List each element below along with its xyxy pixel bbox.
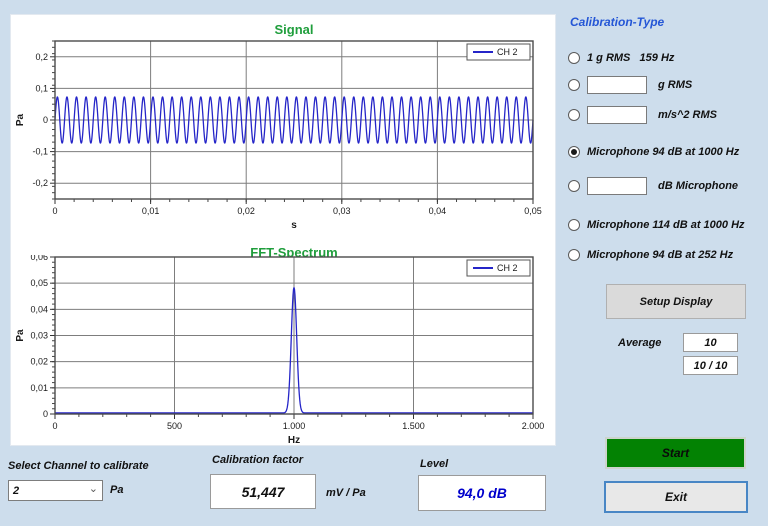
calibration-value-input[interactable]	[587, 106, 647, 124]
svg-text:0,05: 0,05	[30, 278, 48, 288]
svg-text:0: 0	[43, 115, 48, 125]
calibration-option-label: g RMS	[658, 79, 693, 91]
average-value-input[interactable]: 10	[683, 333, 738, 352]
chevron-down-icon: ⌄	[88, 483, 98, 495]
average-label: Average	[618, 337, 662, 349]
radio-unselected-icon[interactable]	[568, 109, 580, 121]
average-progress-display: 10 / 10	[683, 356, 738, 375]
calibration-option-3[interactable]: m/s^2 RMS	[568, 104, 717, 126]
radio-unselected-icon[interactable]	[568, 219, 580, 231]
exit-button[interactable]: Exit	[604, 481, 748, 513]
channel-selected-value: 2	[13, 484, 20, 497]
setup-display-button-label: Setup Display	[639, 295, 713, 308]
calibration-option-1[interactable]: 1 g RMS 159 Hz	[568, 47, 674, 69]
calibration-options-group: 1 g RMS 159 Hz g RMS m/s^2 RMS Microphone 9…	[568, 0, 768, 526]
radio-unselected-icon[interactable]	[568, 79, 580, 91]
svg-text:0,02: 0,02	[237, 206, 255, 216]
calibration-option-label: Microphone 94 dB at 1000 Hz	[587, 146, 740, 158]
fft-spectrum-chart-title: FFT-Spectrum	[250, 245, 338, 260]
calibration-option-4[interactable]: Microphone 94 dB at 1000 Hz	[568, 141, 739, 163]
svg-text:0,1: 0,1	[35, 83, 48, 93]
level-display: 94,0 dB	[418, 475, 546, 511]
setup-display-button[interactable]: Setup Display	[606, 284, 746, 319]
start-button-label: Start	[661, 446, 690, 460]
svg-text:0,01: 0,01	[142, 206, 160, 216]
fft-spectrum-chart: 0 500 1.000 1.500 2.000 0,06 0,05 0,04 0,03 0,02 0…	[15, 255, 545, 446]
channel-unit-label: Pa	[110, 484, 124, 496]
calibration-factor-label: Calibration factor	[212, 454, 304, 466]
svg-text:Pa: Pa	[15, 329, 26, 342]
svg-text:0,05: 0,05	[524, 206, 542, 216]
svg-text:0,06: 0,06	[30, 255, 48, 262]
svg-text:0,04: 0,04	[30, 304, 48, 314]
svg-text:1.500: 1.500	[402, 421, 425, 431]
svg-text:0,02: 0,02	[30, 357, 48, 367]
svg-text:Pa: Pa	[15, 113, 26, 126]
level-label: Level	[420, 458, 449, 470]
level-value: 94,0 dB	[457, 485, 507, 501]
radio-selected-icon[interactable]	[568, 146, 580, 158]
calibration-option-5[interactable]: dB Microphone	[568, 175, 738, 197]
calibration-option-label: Microphone 94 dB at 252 Hz	[587, 249, 734, 261]
signal-chart-title: Signal	[274, 22, 314, 37]
svg-text:0: 0	[43, 409, 48, 419]
svg-text:-0,1: -0,1	[32, 147, 48, 157]
svg-text:CH 2: CH 2	[497, 263, 518, 273]
calibration-option-label: 1 g RMS 159 Hz	[587, 52, 675, 64]
svg-text:CH 2: CH 2	[497, 47, 518, 57]
select-channel-label: Select Channel to calibrate	[8, 460, 149, 472]
svg-text:0,03: 0,03	[30, 331, 48, 341]
svg-text:0,04: 0,04	[429, 206, 447, 216]
average-value: 10	[704, 336, 717, 349]
calibration-factor-unit-label: mV / Pa	[326, 487, 366, 499]
svg-text:0,01: 0,01	[30, 383, 48, 393]
calibration-option-6[interactable]: Microphone 114 dB at 1000 Hz	[568, 214, 745, 236]
calibration-factor-input[interactable]: 51,447	[210, 474, 316, 509]
svg-text:0,03: 0,03	[333, 206, 351, 216]
calibration-value-input[interactable]	[587, 76, 647, 94]
svg-text:2.000: 2.000	[522, 421, 545, 431]
calibration-value-input[interactable]	[587, 177, 647, 195]
svg-text:0: 0	[52, 206, 57, 216]
channel-select-dropdown[interactable]: 2 ⌄	[8, 480, 103, 501]
svg-text:s: s	[291, 220, 297, 231]
start-button[interactable]: Start	[605, 437, 746, 469]
radio-unselected-icon[interactable]	[568, 249, 580, 261]
calibration-option-7[interactable]: Microphone 94 dB at 252 Hz	[568, 244, 733, 266]
signal-chart: 0 0,01 0,02 0,03 0,04 0,05 0,2 0,1 0 -0,1 -0,2 CH 2…	[15, 40, 542, 231]
svg-text:1.000: 1.000	[283, 421, 306, 431]
calibration-option-label: m/s^2 RMS	[658, 109, 717, 121]
exit-button-label: Exit	[664, 490, 687, 504]
radio-unselected-icon[interactable]	[568, 52, 580, 64]
svg-text:Hz: Hz	[288, 435, 300, 446]
svg-text:0: 0	[52, 421, 57, 431]
radio-unselected-icon[interactable]	[568, 180, 580, 192]
calibration-option-label: dB Microphone	[658, 180, 739, 192]
svg-text:-0,2: -0,2	[32, 178, 48, 188]
charts-panel: Signal 0 0,01 0,02 0,03 0,04 0,05 0,2 0,1 0 -0,1 -…	[10, 14, 556, 446]
svg-text:500: 500	[167, 421, 182, 431]
calibration-factor-value: 51,447	[241, 483, 285, 500]
average-progress-value: 10 / 10	[693, 359, 728, 372]
calibration-option-2[interactable]: g RMS	[568, 74, 692, 96]
svg-text:0,2: 0,2	[35, 52, 48, 62]
calibration-option-label: Microphone 114 dB at 1000 Hz	[587, 219, 745, 231]
calibration-type-heading: Calibration-Type	[570, 15, 665, 29]
